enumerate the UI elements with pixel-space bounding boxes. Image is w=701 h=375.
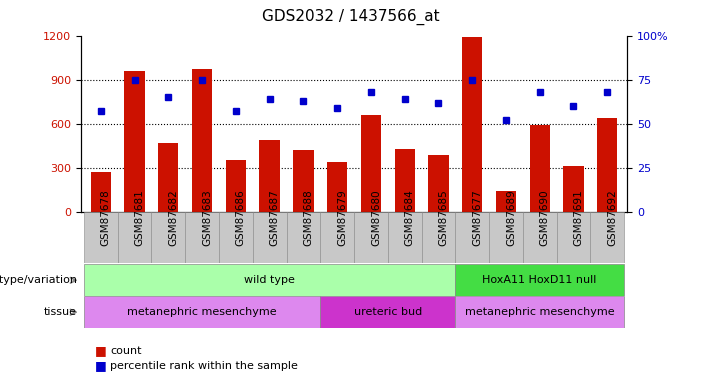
Bar <box>151 212 185 262</box>
Text: GSM87679: GSM87679 <box>337 190 347 246</box>
Bar <box>84 212 118 262</box>
Text: count: count <box>110 346 142 355</box>
Bar <box>421 212 455 262</box>
Text: GSM87683: GSM87683 <box>202 190 212 246</box>
Bar <box>192 69 212 212</box>
Bar <box>597 118 618 212</box>
Text: ■: ■ <box>95 359 107 372</box>
Bar <box>158 143 179 212</box>
Text: percentile rank within the sample: percentile rank within the sample <box>110 361 298 370</box>
Bar <box>259 140 280 212</box>
Bar <box>320 212 354 262</box>
Bar <box>293 150 313 212</box>
Bar <box>455 264 624 296</box>
Bar <box>489 212 523 262</box>
Bar <box>327 162 347 212</box>
Bar <box>185 212 219 262</box>
Bar <box>287 212 320 262</box>
Bar <box>564 166 583 212</box>
Text: ureteric bud: ureteric bud <box>353 307 422 317</box>
Bar <box>354 212 388 262</box>
Bar <box>219 212 253 262</box>
Bar <box>226 160 246 212</box>
Bar <box>557 212 590 262</box>
Text: GSM87692: GSM87692 <box>607 190 617 246</box>
Text: GDS2032 / 1437566_at: GDS2032 / 1437566_at <box>261 9 440 25</box>
Text: metanephric mesenchyme: metanephric mesenchyme <box>465 307 615 317</box>
Text: GSM87686: GSM87686 <box>236 190 246 246</box>
Text: GSM87688: GSM87688 <box>304 190 313 246</box>
Bar <box>388 212 421 262</box>
Text: GSM87680: GSM87680 <box>371 190 381 246</box>
Bar <box>455 296 624 328</box>
Bar <box>320 296 455 328</box>
Bar <box>462 37 482 212</box>
Text: wild type: wild type <box>244 275 295 285</box>
Bar <box>118 212 151 262</box>
Bar <box>84 296 320 328</box>
Text: GSM87685: GSM87685 <box>438 190 449 246</box>
Text: GSM87682: GSM87682 <box>168 190 178 246</box>
Bar <box>125 71 144 212</box>
Text: GSM87677: GSM87677 <box>472 190 482 246</box>
Text: GSM87690: GSM87690 <box>540 190 550 246</box>
Bar <box>361 115 381 212</box>
Text: ■: ■ <box>95 344 107 357</box>
Bar <box>455 212 489 262</box>
Text: tissue: tissue <box>44 307 77 317</box>
Bar <box>529 125 550 212</box>
Bar <box>523 212 557 262</box>
Bar <box>496 191 516 212</box>
Text: GSM87678: GSM87678 <box>101 190 111 246</box>
Bar <box>590 212 624 262</box>
Text: genotype/variation: genotype/variation <box>0 275 77 285</box>
Text: GSM87681: GSM87681 <box>135 190 144 246</box>
Bar <box>90 172 111 212</box>
Text: GSM87684: GSM87684 <box>404 190 414 246</box>
Bar <box>395 149 415 212</box>
Text: GSM87691: GSM87691 <box>573 190 583 246</box>
Text: HoxA11 HoxD11 null: HoxA11 HoxD11 null <box>482 275 597 285</box>
Text: metanephric mesenchyme: metanephric mesenchyme <box>128 307 277 317</box>
Text: GSM87687: GSM87687 <box>270 190 280 246</box>
Bar <box>84 264 455 296</box>
Text: GSM87689: GSM87689 <box>506 190 516 246</box>
Bar <box>253 212 287 262</box>
Bar <box>428 154 449 212</box>
